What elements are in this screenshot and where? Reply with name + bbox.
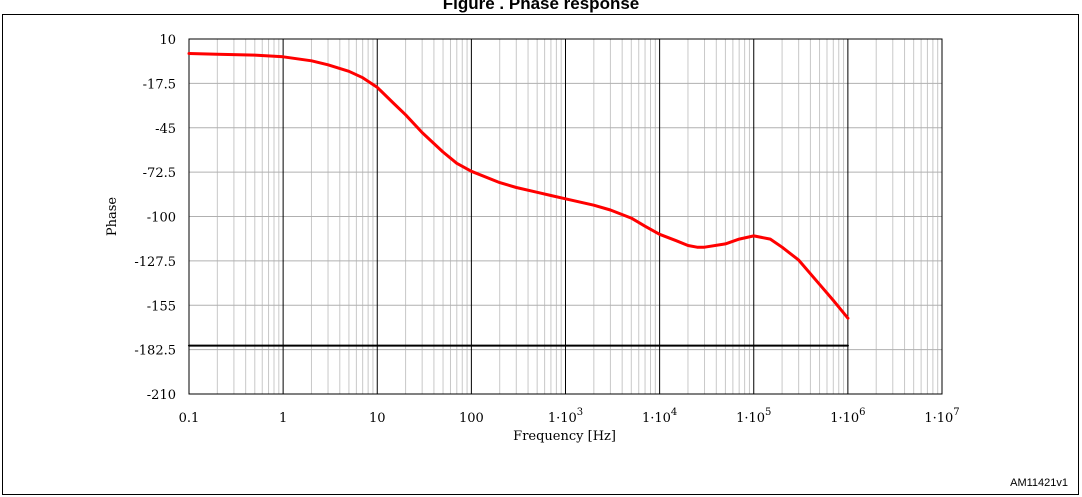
x-axis-label: Frequency [Hz] xyxy=(513,429,616,444)
y-tick-labels: 10 -17.5 -45 -72.5 -100 -127.5 -155 -182.5 -210 xyxy=(134,33,176,403)
y-tick-label: -155 xyxy=(147,299,176,314)
series-layer xyxy=(187,52,850,347)
y-tick-label: -182.5 xyxy=(134,344,176,359)
y-tick-label: -127.5 xyxy=(134,255,176,270)
figure-id: AM11421v1 xyxy=(1010,477,1068,489)
x-tick-label: 1·107 xyxy=(924,407,959,426)
y-tick-label: 10 xyxy=(159,33,176,48)
x-tick-label: 1·105 xyxy=(736,407,771,426)
y-tick-label: -17.5 xyxy=(143,77,176,92)
y-tick-label: -45 xyxy=(155,122,176,137)
x-tick-label: 100 xyxy=(459,411,484,426)
x-tick-label: 1·104 xyxy=(642,407,677,426)
y-tick-label: -210 xyxy=(147,388,176,403)
x-tick-label: 0.1 xyxy=(179,411,200,426)
phase-curve xyxy=(187,52,850,320)
x-tick-label: 1 xyxy=(279,411,287,426)
plot-area-frame xyxy=(188,38,943,395)
figure-title: Figure . Phase response xyxy=(442,0,640,13)
y-tick-label: -72.5 xyxy=(143,166,176,181)
y-tick-label: -100 xyxy=(147,211,176,226)
x-tick-label: 10 xyxy=(369,411,386,426)
figure-frame xyxy=(2,14,1079,495)
x-tick-labels: 0.1 1 10 100 1·103 1·104 1·105 1·106 1·107 xyxy=(179,407,960,426)
x-tick-label: 1·106 xyxy=(830,407,865,426)
y-axis-label: Phase xyxy=(105,197,120,237)
x-tick-label: 1·103 xyxy=(548,407,583,426)
